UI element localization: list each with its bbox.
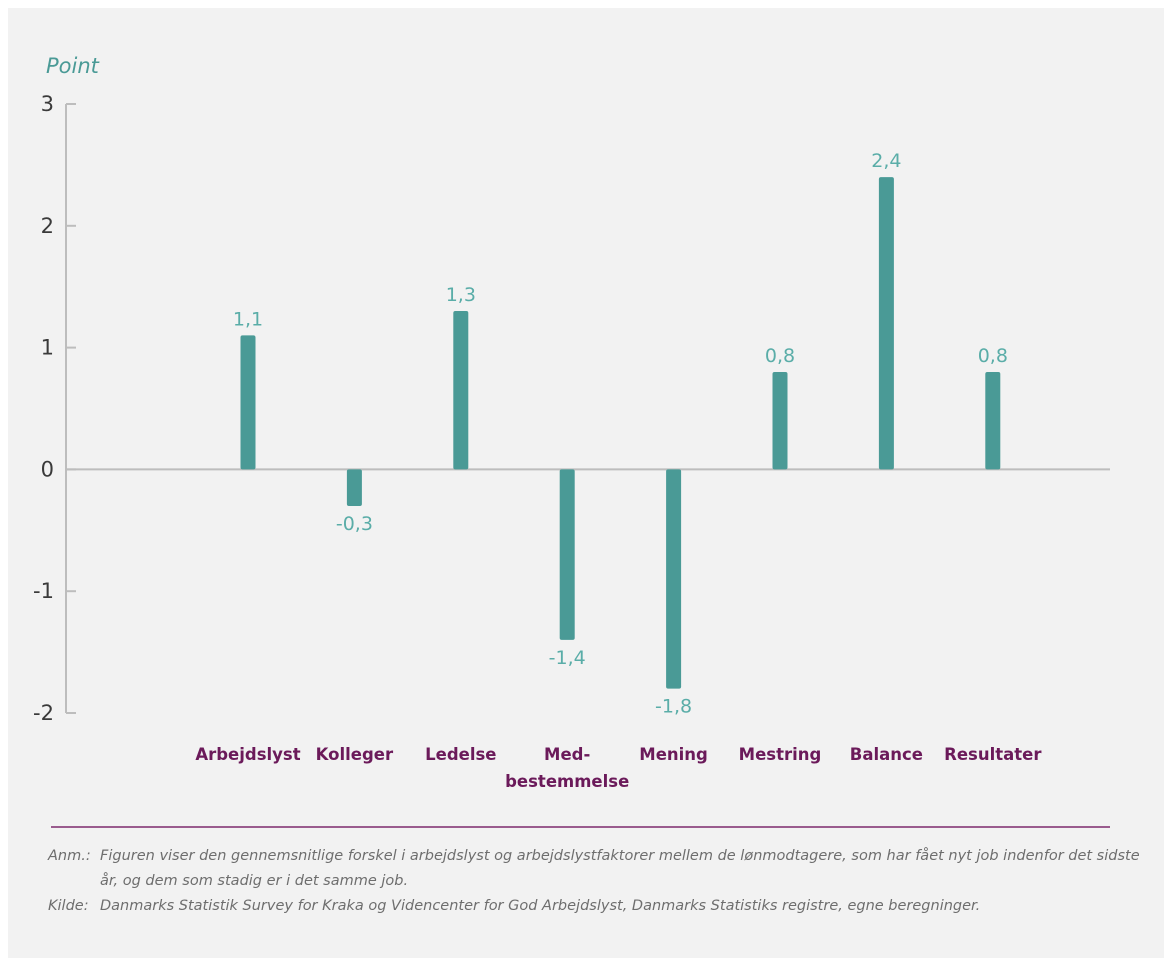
source-tag: Kilde: (48, 898, 89, 914)
note-tag: Anm.: (48, 848, 91, 864)
y-tick-label: -1 (33, 579, 54, 603)
category-label: Mestring (739, 745, 822, 764)
category-label: Ledelse (425, 745, 496, 764)
source-row: Kilde: Danmarks Statistik Survey for Kra… (48, 894, 1148, 919)
bar (559, 469, 575, 640)
category-label: Kolleger (316, 745, 394, 764)
value-label: 1,1 (233, 308, 263, 330)
y-tick-label: 2 (41, 214, 54, 238)
bar (772, 371, 788, 470)
source-text: Danmarks Statistik Survey for Kraka og V… (100, 898, 981, 914)
value-label: -0,3 (336, 513, 373, 535)
y-tick-label: -2 (33, 701, 54, 725)
category-label: Arbejdslyst (195, 745, 300, 764)
value-label: 0,8 (765, 345, 795, 367)
note-row: Anm.: Figuren viser den gennemsnitlige f… (48, 844, 1148, 894)
y-tick-label: 1 (41, 336, 54, 360)
bar (240, 335, 256, 470)
value-label: 2,4 (871, 150, 901, 172)
y-unit-label: Point (46, 54, 100, 78)
value-label: 1,3 (446, 284, 476, 306)
bar (878, 177, 894, 470)
bar (346, 469, 362, 506)
value-label: -1,4 (549, 647, 586, 669)
category-label: Balance (850, 745, 923, 764)
category-label: Mening (639, 745, 708, 764)
bar (453, 311, 469, 470)
category-label: Resultater (944, 745, 1042, 764)
category-label: Med-bestemmelse (505, 745, 629, 791)
bar-chart: Point 3 2 1 0 -1 -2 1,1 Arbejdslyst -0,3 Kolleger 1… (33, 54, 1110, 828)
figure-panel: Point 3 2 1 0 -1 -2 1,1 Arbejdslyst -0,3 Kolleger 1… (8, 8, 1164, 958)
figure-notes: Anm.: Figuren viser den gennemsnitlige f… (48, 844, 1148, 919)
note-text: Figuren viser den gennemsnitlige forskel… (100, 848, 1140, 889)
value-label: -1,8 (655, 696, 692, 718)
y-tick-label: 3 (41, 92, 54, 116)
bar (985, 371, 1001, 470)
bar (666, 469, 682, 689)
y-tick-label: 0 (41, 457, 54, 481)
value-label: 0,8 (978, 345, 1008, 367)
